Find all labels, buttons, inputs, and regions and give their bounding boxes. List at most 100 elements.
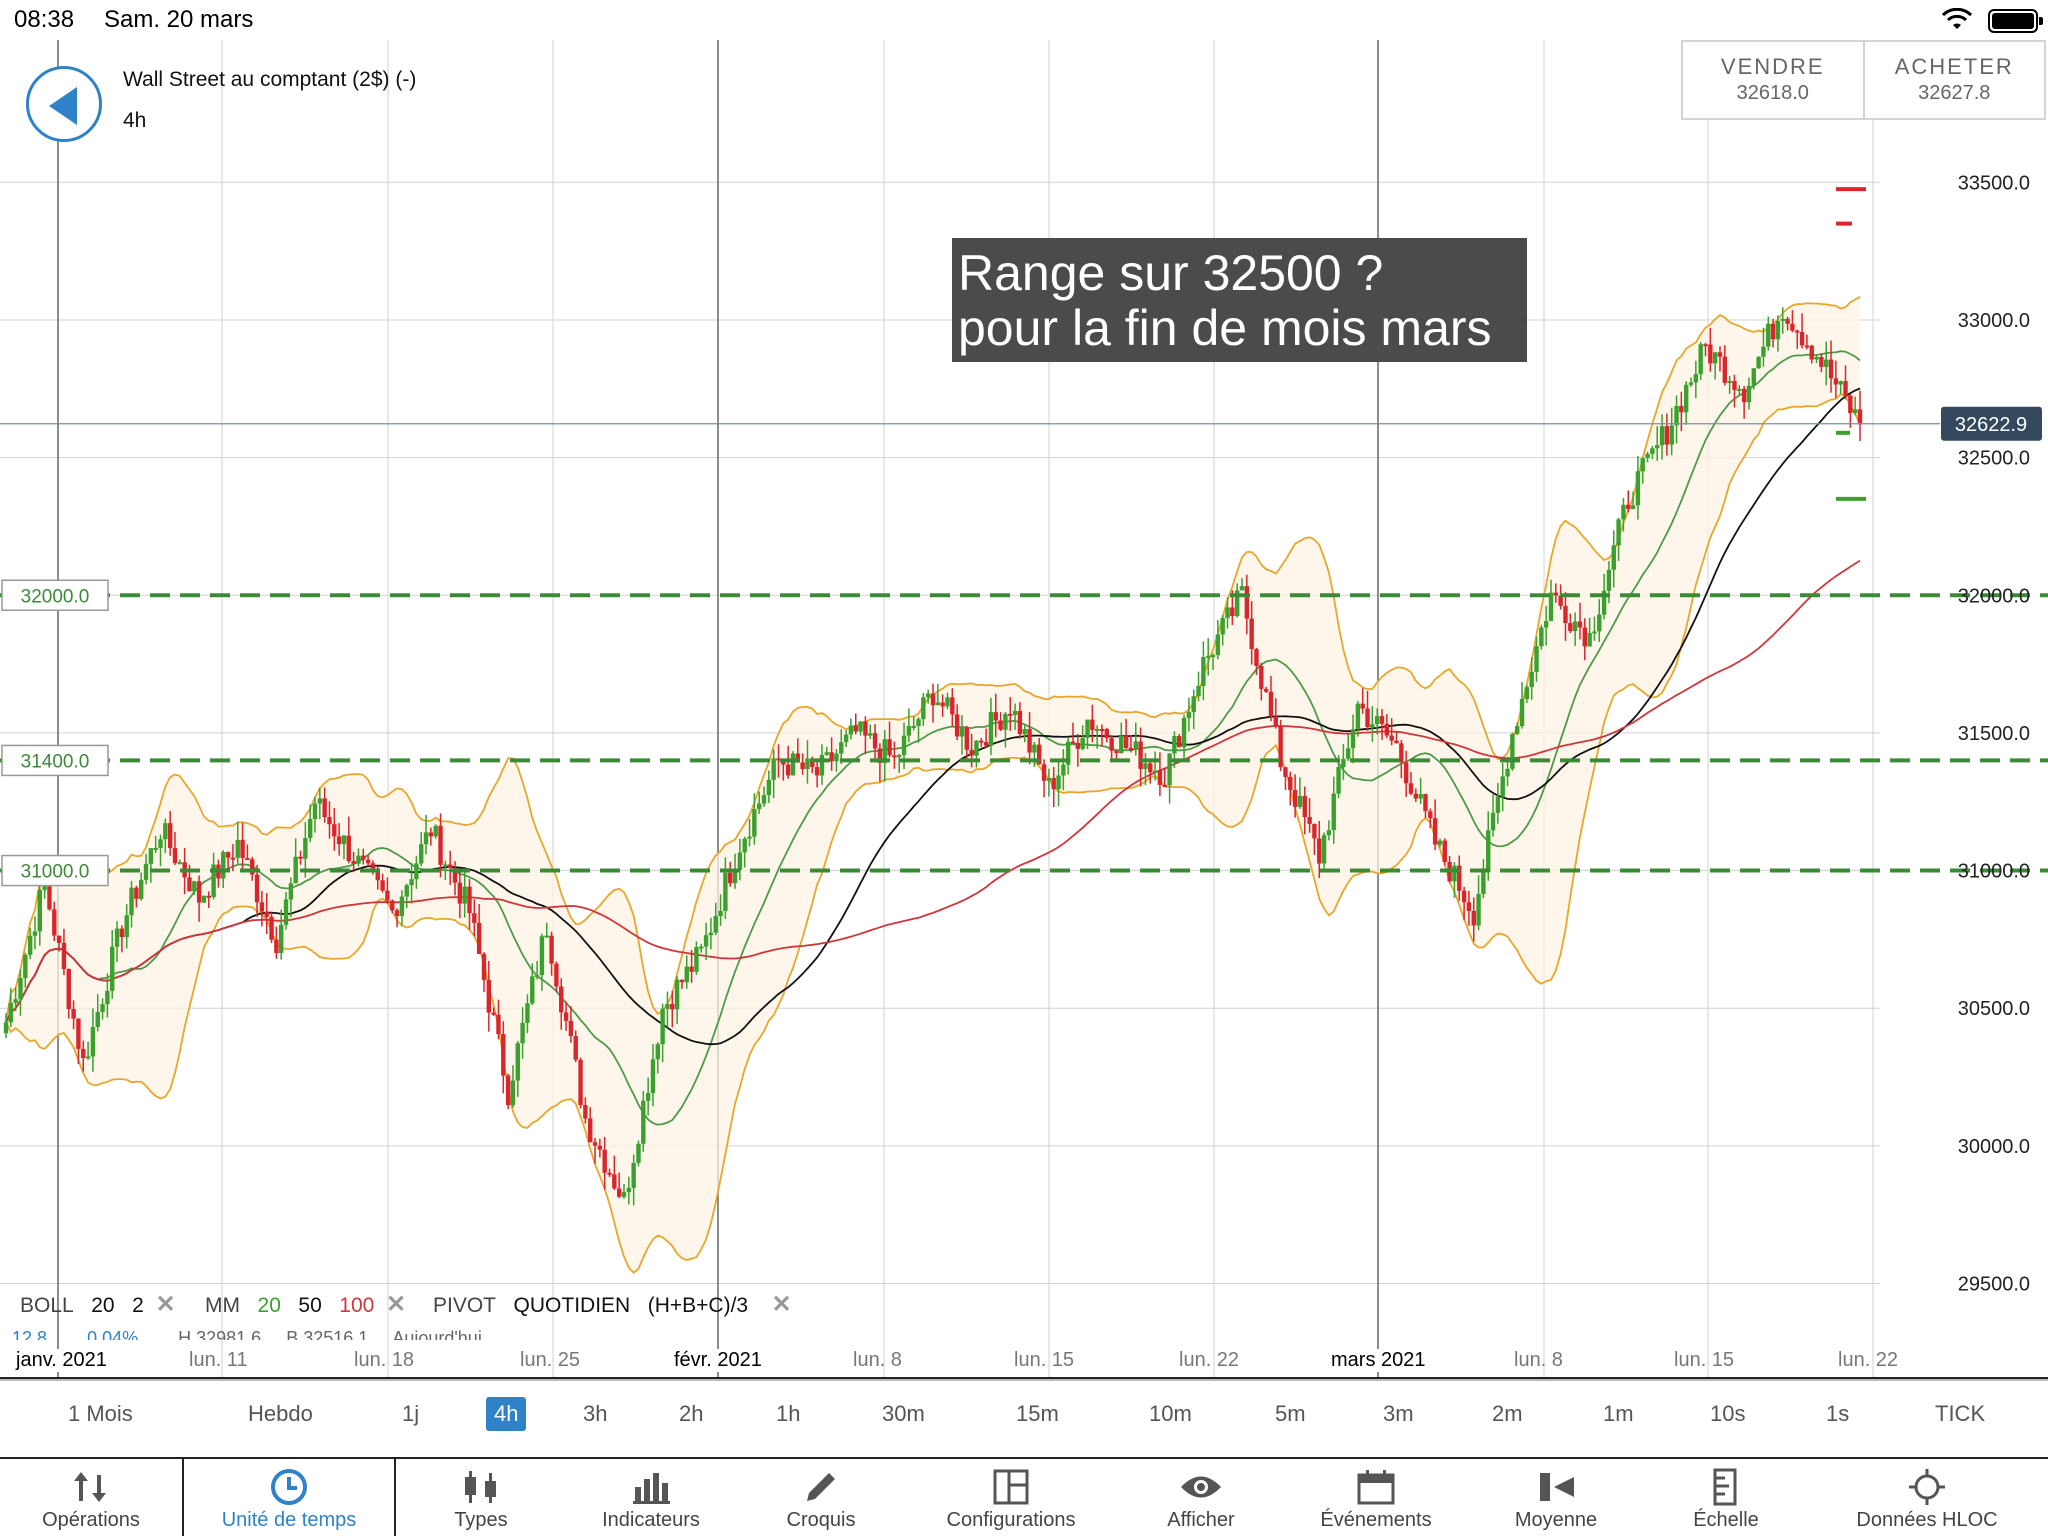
candle-body (1814, 357, 1819, 360)
legend-boll[interactable]: BOLL 20 2 ✕ (20, 1290, 176, 1319)
candle-body (1486, 830, 1491, 872)
candle-body (718, 910, 723, 917)
tool-evenements[interactable]: Événements (1286, 1459, 1466, 1536)
candle-body (1679, 405, 1684, 413)
candle-body (1524, 687, 1530, 700)
tool-donnees-hloc[interactable]: Données HLOC (1806, 1459, 2048, 1536)
candle-body (1621, 504, 1626, 520)
tool-configurations[interactable]: Configurations (906, 1459, 1116, 1536)
candle-body (1080, 737, 1085, 749)
timeframe-10m[interactable]: 10m (1149, 1401, 1192, 1426)
candle-body (945, 697, 950, 707)
timeframe-1m[interactable]: 1m (1603, 1401, 1634, 1426)
timeframe-3h[interactable]: 3h (583, 1401, 608, 1426)
candle-body (491, 1012, 496, 1015)
candle-body (346, 835, 351, 862)
timeframe-1s[interactable]: 1s (1826, 1401, 1850, 1426)
timeframe-10s[interactable]: 10s (1710, 1401, 1746, 1426)
close-icon[interactable]: ✕ (385, 1291, 407, 1318)
candle-body (250, 859, 255, 875)
candle-body (274, 939, 279, 954)
candle-body (1341, 758, 1346, 768)
legend-pivot[interactable]: PIVOT QUOTIDIEN (H+B+C)/3 ✕ (433, 1290, 792, 1319)
candle-body (472, 913, 477, 923)
tool-croquis[interactable]: Croquis (736, 1459, 906, 1536)
candle-body (612, 1174, 617, 1189)
candle-body (1206, 655, 1211, 658)
tool-indicateurs[interactable]: Indicateurs (566, 1459, 736, 1536)
candle-body (1775, 320, 1781, 340)
candle-body (1703, 344, 1708, 347)
level-tag (1, 854, 109, 887)
candle-body (631, 1162, 636, 1188)
back-button[interactable] (26, 66, 102, 142)
candle-body (1746, 385, 1752, 403)
timeframe-3m[interactable]: 3m (1383, 1401, 1414, 1426)
candle-body (839, 742, 844, 754)
tool-unite-de-temps[interactable]: Unité de temps (182, 1459, 396, 1536)
mm100-line (5, 559, 1861, 1023)
timeframe-2m[interactable]: 2m (1492, 1401, 1523, 1426)
candle-body (433, 825, 438, 837)
timeframe-1j[interactable]: 1j (402, 1401, 420, 1426)
candle-body (1519, 699, 1525, 727)
back-arrow-icon (49, 87, 77, 125)
candle-body (1379, 716, 1385, 724)
candle-body (645, 1092, 651, 1101)
close-icon[interactable]: ✕ (771, 1291, 792, 1318)
candle-body (288, 883, 294, 900)
candle-body (1712, 352, 1718, 364)
timeframe-5m[interactable]: 5m (1275, 1401, 1306, 1426)
candle-body (1766, 323, 1771, 347)
candle-body (940, 702, 945, 707)
candle-body (375, 871, 380, 881)
candle-body (1099, 728, 1105, 731)
candle-body (1495, 796, 1501, 813)
close-icon[interactable]: ✕ (155, 1291, 176, 1318)
candle-body (1674, 405, 1679, 426)
candle-body (245, 858, 250, 861)
candle-body (1408, 783, 1414, 794)
legend-mm[interactable]: MM 20 50 100 ✕ (205, 1290, 406, 1319)
status-bar: 08:38 Sam. 20 mars (0, 0, 2048, 40)
candle-body (1008, 713, 1013, 716)
candle-body (419, 844, 424, 864)
candle-body (501, 1034, 506, 1076)
timeframe-1h[interactable]: 1h (776, 1401, 801, 1426)
candle-body (100, 1004, 105, 1013)
candle-body (457, 882, 463, 904)
tool-moyenne[interactable]: Moyenne (1466, 1459, 1646, 1536)
candle-body (192, 881, 197, 892)
candle-body (1500, 776, 1505, 797)
tool-types[interactable]: Types (396, 1459, 566, 1536)
candle-body (1683, 384, 1689, 413)
tool-afficher[interactable]: Afficher (1116, 1459, 1286, 1536)
candle-body (1592, 631, 1597, 634)
timeframe-hebdo[interactable]: Hebdo (248, 1401, 313, 1426)
candle-body (119, 928, 125, 938)
candle-body (800, 762, 805, 770)
timeframe-2h[interactable]: 2h (679, 1401, 704, 1426)
candle-body (979, 740, 984, 743)
tool-echelle[interactable]: Échelle (1646, 1459, 1806, 1536)
annotation-line1: Range sur 32500 ? (958, 245, 1383, 301)
candle-body (1795, 330, 1800, 333)
candle-body (1568, 623, 1573, 632)
timeframe-4h[interactable]: 4h (486, 1397, 527, 1431)
timeframe-tick[interactable]: TICK (1935, 1401, 1986, 1426)
tool-operations[interactable]: Opérations (0, 1459, 182, 1536)
candle-body (1273, 716, 1278, 726)
candle-body (1790, 323, 1795, 331)
legend-pivot-label: PIVOT (433, 1294, 497, 1317)
candle-body (1780, 318, 1785, 321)
candle-body (892, 755, 897, 758)
timeframe-15m[interactable]: 15m (1016, 1401, 1059, 1426)
timeframe-30m[interactable]: 30m (882, 1401, 925, 1426)
sell-button[interactable]: VENDRE 32618.0 (1683, 42, 1863, 118)
candle-body (235, 839, 240, 858)
timeframe-1-mois[interactable]: 1 Mois (68, 1401, 133, 1426)
tool-label: Afficher (1167, 1509, 1235, 1531)
quote-box: VENDRE 32618.0 ACHETER 32627.8 (1681, 40, 2046, 120)
price-chart[interactable]: 32000.0 31400.0 31000.0 29500.0 30000.0 3050… (0, 0, 2048, 1379)
buy-button[interactable]: ACHETER 32627.8 (1862, 42, 2045, 118)
